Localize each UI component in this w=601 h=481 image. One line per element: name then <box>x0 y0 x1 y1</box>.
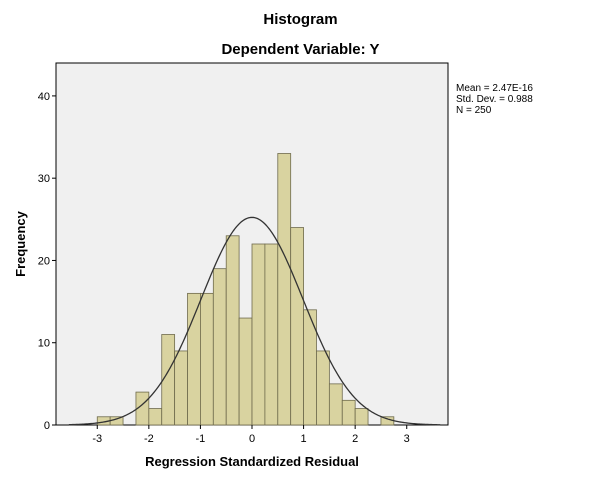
y-axis-label: Frequency <box>13 210 28 277</box>
histogram-bar-14 <box>290 227 304 426</box>
x-axis-label: Regression Standardized Residual <box>145 454 359 469</box>
histogram-bar-18 <box>341 399 356 426</box>
histogram-bar-16 <box>316 350 330 426</box>
y-tick-label-4: 40 <box>38 91 50 103</box>
x-tick-label-3: 0 <box>249 433 255 445</box>
histogram-bar-5 <box>174 350 188 426</box>
histogram-bar-8 <box>212 268 227 426</box>
normal-curve <box>68 216 441 426</box>
y-axis: 0 10 20 30 40 <box>38 91 56 432</box>
bars-group <box>96 153 395 426</box>
histogram-bar-10 <box>238 317 253 426</box>
histogram-bar-11 <box>251 243 266 426</box>
x-tick-label-4: 1 <box>301 433 307 445</box>
stats-n: N = 250 <box>456 105 492 116</box>
y-tick-label-1: 10 <box>38 338 50 350</box>
y-tick-label-3: 30 <box>38 173 50 185</box>
x-tick-label-0: -3 <box>92 433 102 445</box>
x-tick-label-2: -1 <box>196 433 206 445</box>
y-tick-label-0: 0 <box>44 420 50 432</box>
histogram-bar-3 <box>148 408 163 426</box>
histogram-bar-12 <box>264 243 279 426</box>
stats-legend: Mean = 2.47E-16 Std. Dev. = 0.988 N = 25… <box>456 83 533 116</box>
histogram-bar-7 <box>200 292 214 426</box>
histogram-bar-9 <box>225 235 240 426</box>
histogram-bar-19 <box>354 408 369 426</box>
histogram-bar-6 <box>187 292 201 426</box>
x-tick-label-1: -2 <box>144 433 154 445</box>
x-tick-label-5: 2 <box>352 433 358 445</box>
histogram-bar-17 <box>328 383 343 426</box>
x-tick-label-6: 3 <box>404 433 410 445</box>
chart-title: Histogram <box>263 11 338 28</box>
stats-std-dev: Std. Dev. = 0.988 <box>456 94 533 105</box>
chart-subtitle: Dependent Variable: Y <box>221 41 380 58</box>
x-axis: -3 -2 -1 0 1 2 3 <box>92 425 410 445</box>
histogram-bar-13 <box>277 153 292 426</box>
y-tick-label-2: 20 <box>38 255 50 267</box>
stats-mean: Mean = 2.47E-16 <box>456 83 533 94</box>
